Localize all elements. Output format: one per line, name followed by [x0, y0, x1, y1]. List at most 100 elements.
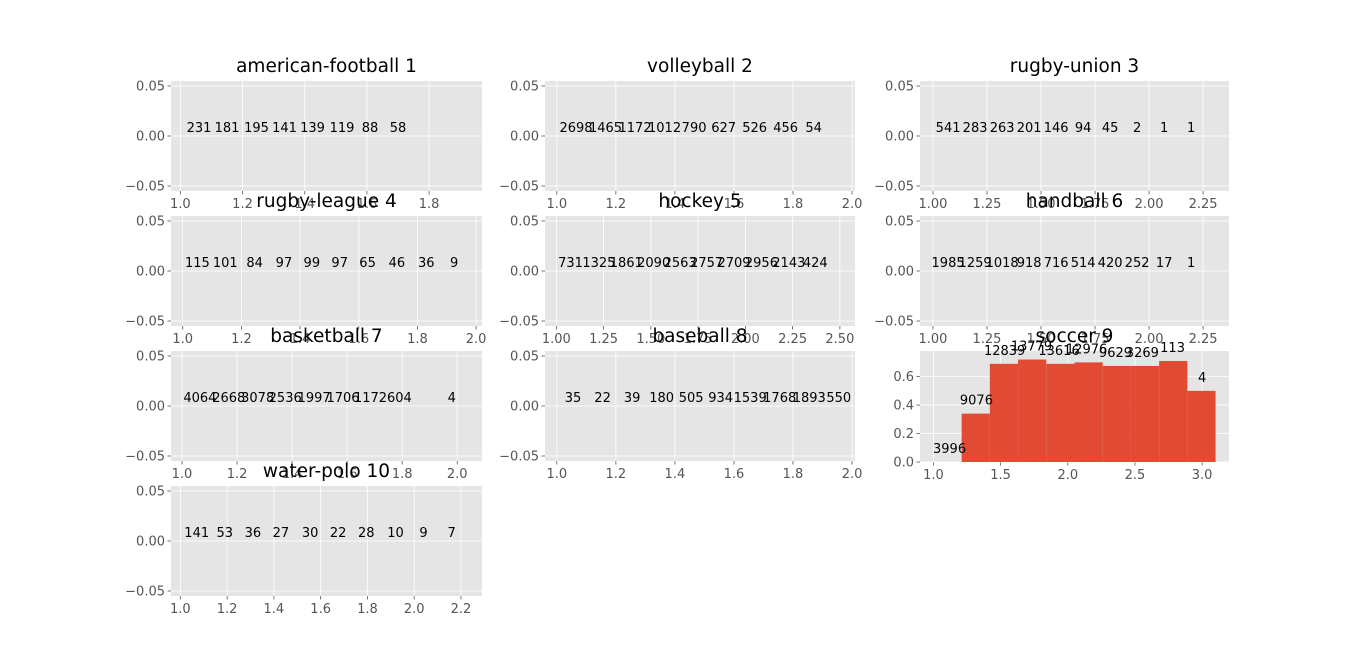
bar-value-label: 1	[1187, 256, 1195, 271]
bar-value-label: 28	[358, 526, 375, 541]
subplot-7: 1.0 1.2 1.4 1.6 1.8 2.0 0.05 0.00 −0.05 406426683…	[125, 326, 482, 482]
bar-value-label: 10	[387, 526, 404, 541]
x-tick-label: 1.6	[357, 197, 378, 212]
x-tick-label: 1.4	[290, 332, 311, 347]
bar-value-label: 45	[1102, 121, 1119, 136]
x-tick-label: 1.4	[264, 602, 285, 617]
bar-value-label: 2709	[717, 256, 750, 271]
x-tick-label: 1.6	[724, 467, 745, 482]
bar-value-label: 627	[711, 121, 736, 136]
bar-value-label: 263	[990, 121, 1015, 136]
subplot-3: 1.00 1.25 1.50 1.75 2.00 2.25 0.05 0.00 −0.05 541…	[874, 56, 1229, 212]
bar-value-label: 97	[331, 256, 348, 271]
histogram-bar	[1102, 365, 1131, 462]
bar-value-label: 201	[1017, 121, 1042, 136]
y-tick-label: 0.00	[885, 265, 914, 280]
y-tick-label: 0.05	[136, 350, 165, 365]
bar-value-label: 54	[805, 121, 822, 136]
y-tick-label: −0.05	[499, 315, 539, 330]
x-tick-label: 1.8	[407, 332, 428, 347]
bar-value-label: 12976	[1066, 342, 1107, 357]
subplot-title: water-polo 10	[263, 461, 390, 482]
bar-value-label: 526	[742, 121, 767, 136]
bar-value-label: 7	[447, 526, 455, 541]
y-tick-label: 0.00	[136, 400, 165, 415]
bar-value-label: 1465	[589, 121, 622, 136]
x-tick-label: 1.00	[918, 197, 947, 212]
x-tick-label: 1.25	[973, 197, 1002, 212]
histogram-bar	[1046, 363, 1075, 462]
bar-value-label: 1172	[354, 391, 387, 406]
bar-value-label: 1018	[986, 256, 1019, 271]
x-tick-label: 3.0	[1192, 468, 1213, 483]
y-tick-label: 0.05	[510, 80, 539, 95]
subplot-9: 1.0 1.5 2.0 2.5 3.0 0.6 0.4 0.2 0.0 3996 9076 12839…	[893, 326, 1229, 483]
bar-value-label: 790	[682, 121, 707, 136]
x-tick-label: 1.0	[172, 467, 193, 482]
bar-value-label: 604	[387, 391, 412, 406]
bar-value-label: 4064	[183, 391, 216, 406]
subplot-10: 1.0 1.2 1.4 1.6 1.8 2.0 2.2 0.05 0.00 −0.05 141 53 3…	[125, 461, 482, 617]
x-tick-label: 1.6	[724, 197, 745, 212]
subplot-title: rugby-union 3	[1010, 56, 1139, 77]
bar-value-label: 139	[300, 121, 325, 136]
x-tick-label: 1.00	[542, 332, 571, 347]
x-tick-label: 1.8	[783, 467, 804, 482]
bar-value-label: 3269	[1126, 346, 1159, 361]
x-tick-label: 1.75	[1081, 332, 1110, 347]
bar-value-label: 3996	[933, 442, 966, 457]
bar-value-label: 2	[1133, 121, 1141, 136]
x-tick-label: 2.0	[466, 332, 487, 347]
x-tick-label: 1.8	[419, 197, 440, 212]
bar-value-label: 35	[565, 391, 582, 406]
bar-value-label: 420	[1098, 256, 1123, 271]
subplot-5: 1.00 1.25 1.50 1.75 2.00 2.25 2.50 0.05 0.00 −0.0…	[499, 191, 855, 347]
bar-value-label: 2698	[559, 121, 592, 136]
y-tick-label: 0.2	[893, 427, 914, 442]
bar-value-label: 1172	[619, 121, 652, 136]
y-tick-label: 0.00	[136, 265, 165, 280]
bar-value-label: 4	[1198, 371, 1206, 386]
y-tick-label: 0.00	[510, 130, 539, 145]
bar-value-label: 1861	[610, 256, 643, 271]
bar-value-label: 12839	[984, 344, 1025, 359]
y-tick-label: 0.00	[136, 535, 165, 550]
bar-value-label: 283	[963, 121, 988, 136]
x-tick-label: 2.00	[731, 332, 760, 347]
bar-value-label: 456	[773, 121, 798, 136]
x-tick-label: 1.25	[973, 332, 1002, 347]
x-tick-label: 1.0	[172, 332, 193, 347]
bar-value-label: 9629	[1099, 346, 1132, 361]
y-tick-label: 0.05	[510, 215, 539, 230]
bar-value-label: 88	[362, 121, 379, 136]
bar-value-label: 1325	[582, 256, 615, 271]
subplot-title: soccer 9	[1036, 326, 1114, 347]
subplot-title: baseball 8	[652, 326, 747, 347]
y-tick-label: −0.05	[125, 585, 165, 600]
x-tick-label: 1.2	[217, 602, 238, 617]
x-tick-label: 1.50	[1027, 197, 1056, 212]
bar-value-label: 9076	[960, 394, 993, 409]
bar-value-label: 53	[217, 526, 234, 541]
bar-value-label: 1997	[298, 391, 331, 406]
x-tick-label: 1.00	[918, 332, 947, 347]
bar-value-label: 141	[272, 121, 297, 136]
y-tick-label: 0.05	[885, 215, 914, 230]
bar-value-label: 146	[1044, 121, 1069, 136]
x-tick-label: 2.00	[1135, 197, 1164, 212]
bar-value-label: 716	[1044, 256, 1069, 271]
x-tick-label: 1.6	[348, 332, 369, 347]
bar-value-label: 1259	[959, 256, 992, 271]
x-tick-label: 1.25	[589, 332, 618, 347]
bar-value-label: 2757	[690, 256, 723, 271]
subplot-title: basketball 7	[270, 326, 382, 347]
bar-value-label: 2536	[269, 391, 302, 406]
y-tick-label: 0.0	[893, 456, 914, 471]
bar-value-label: 731	[558, 256, 583, 271]
histogram-bar	[961, 413, 990, 462]
bar-value-label: 514	[1071, 256, 1096, 271]
bar-value-label: 84	[246, 256, 263, 271]
x-tick-label: 1.75	[1081, 197, 1110, 212]
y-tick-label: −0.05	[874, 315, 914, 330]
